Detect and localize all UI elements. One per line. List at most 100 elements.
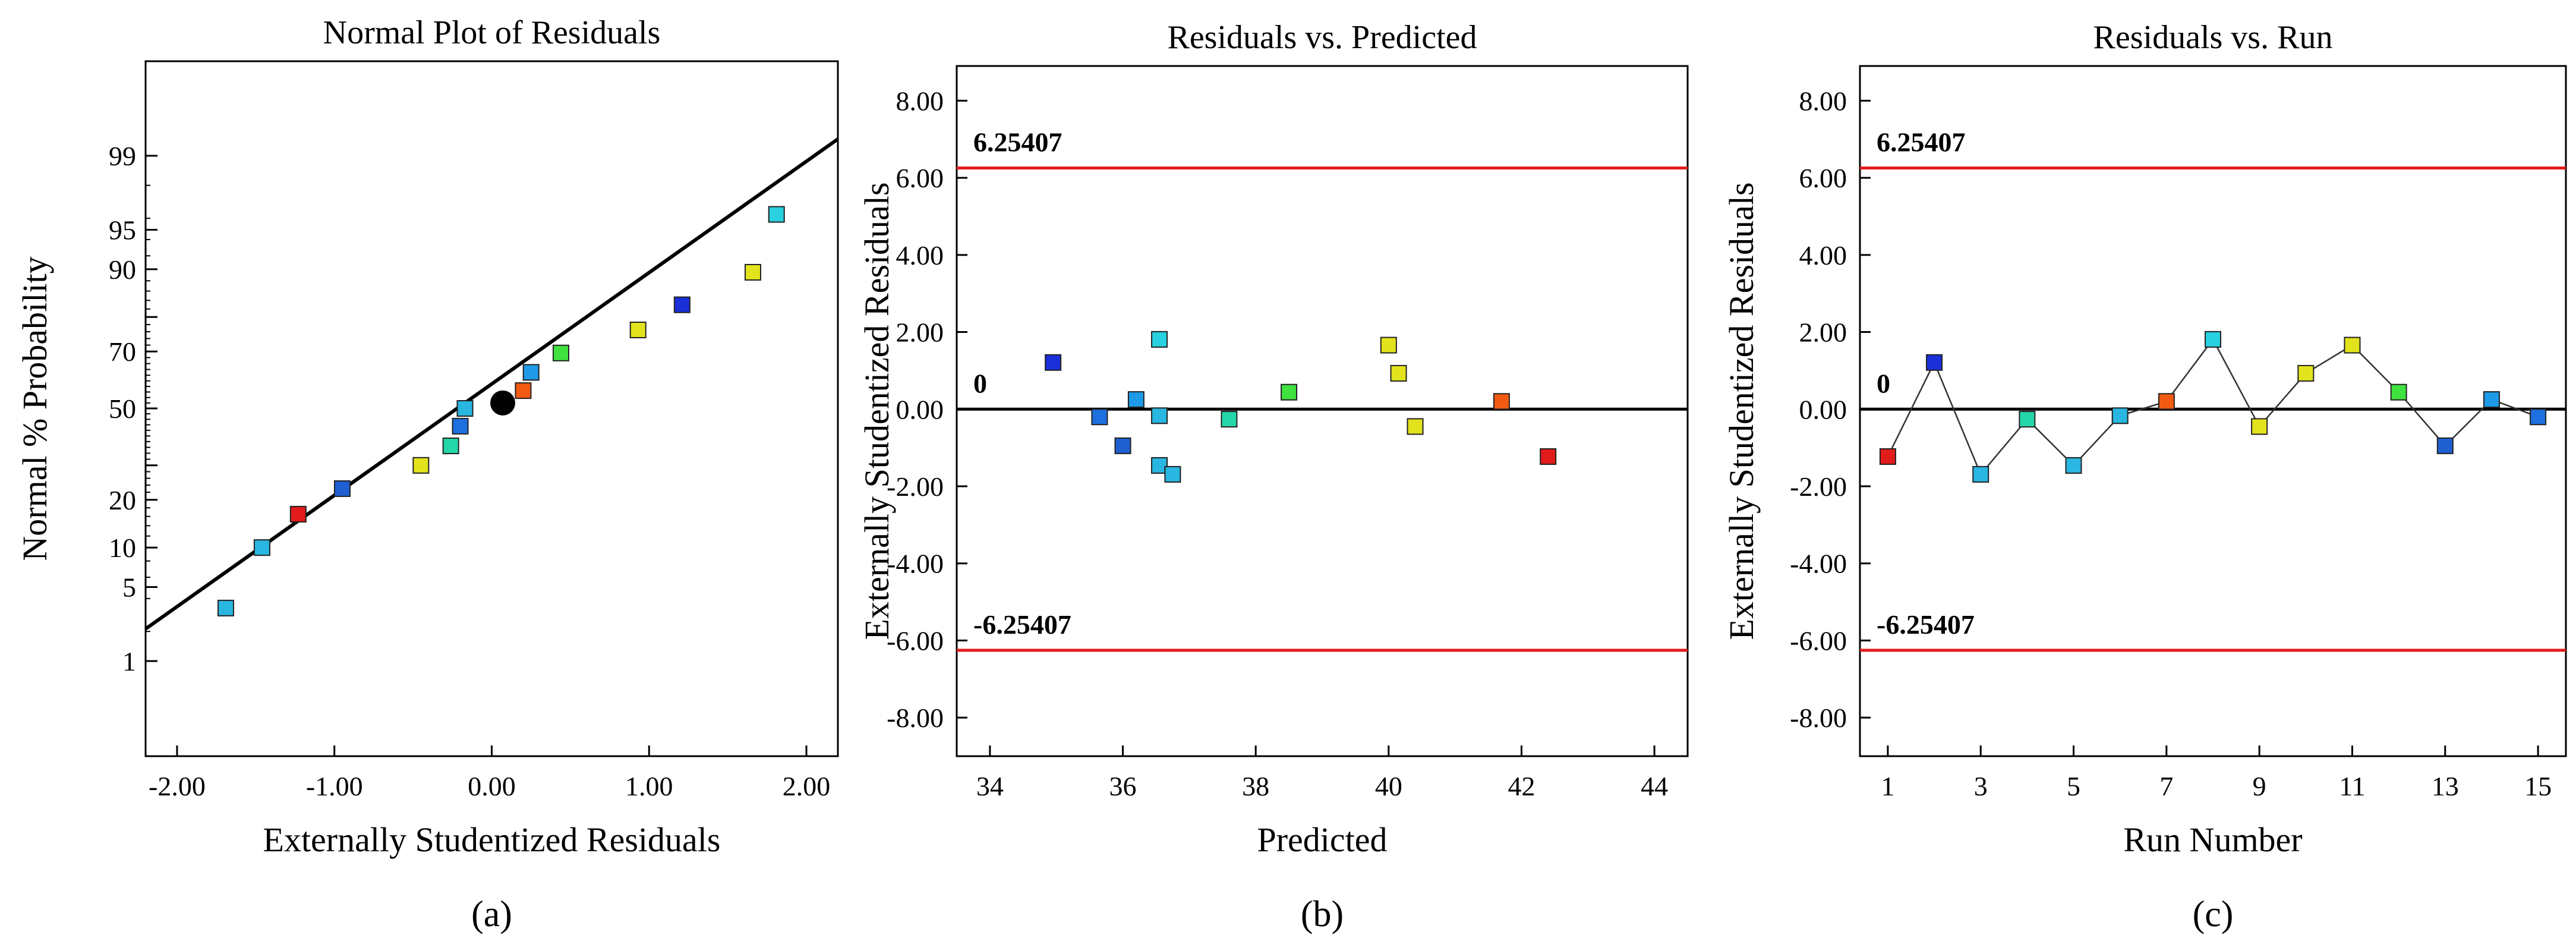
y-tick-label: 0.00 xyxy=(896,394,944,424)
x-tick-label: 42 xyxy=(1508,771,1535,801)
y-tick-label: 10 xyxy=(109,533,136,563)
residual-point xyxy=(289,505,307,523)
residual-point xyxy=(1879,448,1896,465)
residual-point xyxy=(1390,364,1407,382)
y-tick-label: 95 xyxy=(109,215,136,246)
residual-point xyxy=(412,457,430,474)
x-tick-label: 2.00 xyxy=(783,771,831,801)
y-tick-label: 90 xyxy=(109,254,136,285)
residual-point xyxy=(2158,393,2175,410)
zero-line-label: 0 xyxy=(1877,368,1890,398)
residual-point xyxy=(2436,437,2454,454)
lower-limit-label: -6.25407 xyxy=(1877,609,1975,640)
residual-point xyxy=(1540,448,1557,465)
residual-point xyxy=(1407,418,1424,435)
upper-limit-label: 6.25407 xyxy=(973,127,1062,158)
residual-point xyxy=(1127,391,1144,408)
y-axis-label: Normal % Probability xyxy=(15,256,54,561)
x-tick-label: 9 xyxy=(2253,771,2266,801)
x-axis-label: Run Number xyxy=(2123,820,2302,859)
x-tick-label: 34 xyxy=(976,771,1004,801)
x-tick-label: 38 xyxy=(1242,771,1269,801)
residual-point xyxy=(217,599,235,616)
y-tick-label: 0.00 xyxy=(1799,394,1847,424)
y-tick-label: 20 xyxy=(109,485,136,515)
x-tick-label: 15 xyxy=(2524,771,2552,801)
residual-point xyxy=(452,417,469,435)
y-tick-label: -4.00 xyxy=(1790,549,1847,579)
x-axis-label: Predicted xyxy=(1257,820,1387,859)
zero-line-label: 0 xyxy=(973,368,987,398)
residual-point xyxy=(2344,336,2361,354)
panel-a-normal-plot: Normal Plot of Residuals -2.00 -1.00 0.00 1.… xyxy=(15,14,839,935)
y-tick-label: 2.00 xyxy=(896,317,944,348)
residual-point xyxy=(2483,391,2500,408)
y-tick-label: -6.00 xyxy=(887,625,944,656)
residual-point xyxy=(768,206,785,223)
x-tick-label: -1.00 xyxy=(306,771,363,801)
residual-point xyxy=(1091,408,1108,426)
residual-point xyxy=(553,344,569,361)
residual-point xyxy=(1151,407,1168,424)
chart-title: Residuals vs. Run xyxy=(2093,19,2333,56)
chart-title: Normal Plot of Residuals xyxy=(323,14,661,51)
x-tick-label: 0.00 xyxy=(468,771,516,801)
residual-point xyxy=(1972,465,1989,483)
residual-point xyxy=(1380,336,1397,354)
residual-point xyxy=(673,296,690,313)
x-tick-label: 44 xyxy=(1641,771,1668,801)
residual-point xyxy=(1281,383,1298,401)
y-axis-label: Externally Studentized Residuals xyxy=(1722,183,1761,640)
y-axis-label: Externally Studentized Residuals xyxy=(857,183,896,640)
residual-point xyxy=(1164,465,1181,483)
x-tick-label: 36 xyxy=(1109,771,1137,801)
residual-point xyxy=(1926,354,1943,371)
y-tick-label: -6.00 xyxy=(1790,625,1847,656)
y-tick-label: 5 xyxy=(122,572,136,602)
x-tick-label: 1.00 xyxy=(625,771,673,801)
x-tick-label: 3 xyxy=(1974,771,1988,801)
y-tick-label: 8.00 xyxy=(896,86,944,116)
residual-point xyxy=(2390,383,2407,401)
panel-b-residuals-vs-predicted: Residuals vs. Predicted 34 36 38 40 42 44 Predi… xyxy=(857,19,1689,935)
y-tick-label: -8.00 xyxy=(1790,703,1847,733)
y-tick-label: 1 xyxy=(122,646,136,677)
center-point xyxy=(490,390,516,416)
residual-point xyxy=(1221,411,1238,428)
y-tick-label: 6.00 xyxy=(896,163,944,193)
residual-point xyxy=(1493,393,1510,410)
residual-point xyxy=(2019,411,2036,428)
residual-point xyxy=(515,382,532,399)
plot-frame xyxy=(1859,65,2567,757)
residual-point xyxy=(522,364,540,381)
residual-point xyxy=(2297,364,2315,382)
y-tick-label: -4.00 xyxy=(887,549,944,579)
y-tick-label: -2.00 xyxy=(1790,471,1847,502)
panel-label: (a) xyxy=(471,894,512,935)
chart-title: Residuals vs. Predicted xyxy=(1167,19,1477,56)
x-tick-label: 5 xyxy=(2067,771,2080,801)
residual-point xyxy=(2251,418,2268,435)
y-tick-label: 2.00 xyxy=(1799,317,1847,348)
residual-point xyxy=(456,400,474,417)
residual-point xyxy=(2530,408,2547,426)
y-tick-label: 50 xyxy=(109,394,136,424)
lower-limit-label: -6.25407 xyxy=(973,609,1071,640)
upper-limit-label: 6.25407 xyxy=(1877,127,1966,158)
x-tick-label: 13 xyxy=(2432,771,2459,801)
residual-point xyxy=(745,263,762,281)
x-tick-label: 7 xyxy=(2159,771,2173,801)
residual-point xyxy=(2111,407,2129,424)
panel-label: (c) xyxy=(2193,894,2234,935)
normal-fit-line xyxy=(144,137,839,631)
y-tick-label: 8.00 xyxy=(1799,86,1847,116)
y-tick-label: 4.00 xyxy=(896,240,944,270)
panel-label: (b) xyxy=(1301,894,1344,935)
y-tick-label: 6.00 xyxy=(1799,163,1847,193)
y-tick-label: -8.00 xyxy=(887,703,944,733)
x-tick-label: -2.00 xyxy=(149,771,206,801)
y-tick-label: 99 xyxy=(109,141,136,171)
residual-point xyxy=(333,480,351,497)
